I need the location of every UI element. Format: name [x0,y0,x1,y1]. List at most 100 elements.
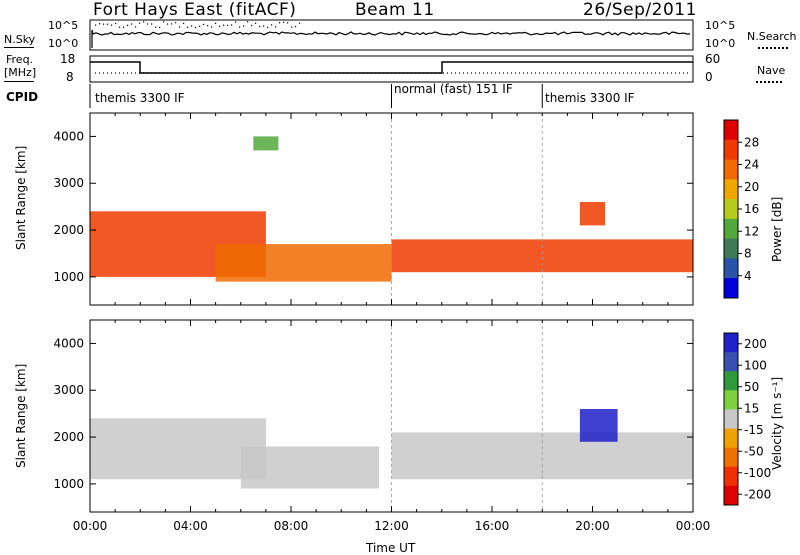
nsky-line [91,29,691,48]
colorbar-swatch [724,238,738,259]
colorbar-swatch [724,333,738,353]
x-tick-label: 16:00 [475,519,510,533]
velocity-colorbar: 200 100 50 15 -15 -50 -100 -200 [723,332,771,506]
noise-dot [239,26,241,28]
colorbar-tick-label: 100 [744,358,767,372]
noise-dot [115,22,117,25]
x-tick-label: 00:00 [73,519,108,533]
freq-tick-high: 18 [60,52,76,66]
noise-dot [111,24,113,26]
noise-dot [231,24,233,26]
y-tick-label: 3000 [53,383,84,397]
colorbar-swatch [724,352,738,372]
y-tick-label: 4000 [53,129,84,143]
nsearch-legend-line [758,47,788,49]
noise-dot [167,23,169,25]
noise-dot [183,22,185,24]
velocity-panel: 1000 2000 3000 4000 [53,319,694,513]
colorbar-tick-label: 4 [744,269,752,283]
colorbar-swatch [724,278,738,299]
freq-panel-frame [89,55,694,83]
beam-label: Beam 11 [355,0,435,20]
noise-dot [95,24,97,26]
x-tick-label: 12:00 [374,519,409,533]
colorbar-tick-label: 24 [744,158,759,172]
noise-dot [259,25,261,28]
noise-dot [219,25,221,27]
colorbar-tick-label: 20 [744,180,759,194]
noise-dot [199,25,201,27]
y-tick-label: 2000 [53,430,84,444]
colorbar-swatch [724,428,738,449]
noise-dot [123,26,125,28]
colorbar-tick-label: -15 [744,423,764,437]
y-tick-label: 3000 [53,176,84,190]
xlabel: Time UT [366,541,416,555]
data-region [215,244,392,282]
colorbar-swatch [724,466,738,487]
colorbar-tick-label: 12 [744,224,759,238]
colorbar-tick-label: 200 [744,337,767,351]
noise-dot [295,25,297,27]
noise-tick-low: 10^0 [48,37,79,50]
noise-trace [91,21,691,48]
noise-dot [127,24,129,26]
colorbar-swatch [724,218,738,240]
colorbar-swatch [724,371,738,391]
noise-dot [163,21,165,23]
x-tick-label: 00:00 [676,519,711,533]
power-colorbar-label: Power [dB] [770,196,784,262]
date-label: 26/Sep/2011 [583,0,697,20]
noise-dot [135,26,137,28]
colorbar-tick-label: -200 [744,487,771,501]
noise-dot [275,26,277,28]
colorbar-swatch [724,485,738,506]
noise-dot [243,25,245,27]
x-tick-label: 08:00 [274,519,309,533]
noise-dot [171,23,173,25]
noise-tick-low-right: 10^0 [705,37,736,50]
noise-dot [187,26,189,28]
noise-dot [235,21,237,23]
noise-dot [255,22,257,24]
noise-dot [279,22,281,24]
y-tick-label: 2000 [53,223,84,237]
power-panel: 1000 2000 3000 4000 [53,112,694,306]
colorbar-tick-label: 15 [744,401,759,415]
colorbar-tick-label: 16 [744,202,759,216]
noise-dot [195,26,197,29]
noise-dot [251,24,253,27]
y-tick-label: 1000 [53,477,84,491]
nave-legend-line [756,81,782,83]
noise-tick-high: 10^5 [48,19,79,32]
noise-dot [151,23,153,25]
page-title: Fort Hays East (fitACF) [93,0,297,20]
colorbar-swatch [724,258,738,279]
nave-tick-high: 60 [705,52,721,66]
noise-dot [283,21,285,23]
cpid-label: CPID [6,90,39,104]
noise-dot [299,22,301,24]
nsky-label: N.Sky [4,33,36,46]
data-region [579,202,605,226]
noise-dot [267,26,269,28]
noise-dot [107,23,109,25]
noise-dot [99,23,101,25]
noise-dot [147,23,149,25]
colorbar-swatch [724,139,738,161]
noise-dot [287,22,289,24]
cpid-dividers [89,84,543,108]
data-region [253,136,279,151]
data-region [240,446,379,489]
nave-label: Nave [757,64,786,77]
noise-dot [223,24,225,26]
colorbar-swatch [724,390,738,410]
nave-tick-low: 0 [705,70,713,84]
noise-dot [139,22,141,24]
noise-panel-frame [89,19,694,51]
colorbar-tick-label: 28 [744,135,759,149]
cpid-segment-1: themis 3300 IF [95,91,185,105]
freq-trace [90,61,693,74]
noise-dot [159,26,161,29]
freq-unit: [MHz] [4,66,37,79]
